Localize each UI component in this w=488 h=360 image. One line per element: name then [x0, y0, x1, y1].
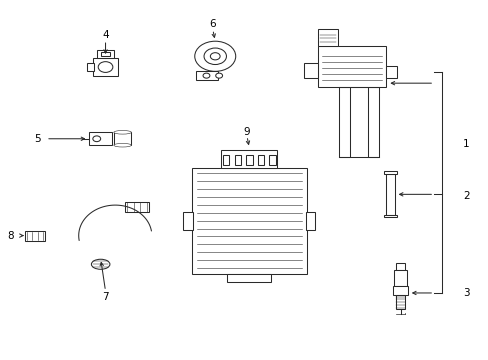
Bar — [101, 51, 110, 56]
Bar — [223, 155, 229, 166]
Bar — [24, 230, 45, 240]
Bar — [367, 87, 378, 157]
Text: 7: 7 — [102, 292, 109, 302]
Text: 1: 1 — [462, 139, 468, 149]
Bar — [245, 155, 252, 166]
Circle shape — [215, 73, 222, 78]
Bar — [269, 155, 275, 166]
Circle shape — [203, 73, 209, 78]
Text: 6: 6 — [209, 19, 216, 29]
Bar — [234, 155, 241, 166]
Bar — [114, 132, 131, 145]
Bar — [97, 50, 114, 58]
Bar — [125, 202, 149, 212]
Bar — [195, 71, 218, 80]
Circle shape — [203, 48, 226, 64]
Circle shape — [93, 136, 101, 141]
Bar — [257, 155, 264, 166]
Ellipse shape — [114, 143, 131, 147]
Bar — [305, 212, 315, 230]
Text: 8: 8 — [7, 231, 14, 240]
Bar — [192, 168, 306, 274]
Bar — [386, 174, 394, 215]
Text: 9: 9 — [243, 127, 250, 136]
Bar — [338, 87, 349, 157]
Bar — [87, 63, 94, 71]
Circle shape — [210, 53, 220, 60]
Bar — [93, 58, 118, 76]
Ellipse shape — [114, 131, 131, 134]
Bar — [384, 171, 396, 174]
Bar — [395, 295, 405, 309]
Text: 5: 5 — [34, 134, 41, 144]
Bar — [385, 66, 396, 78]
Bar — [317, 45, 385, 87]
Bar — [392, 286, 407, 295]
Bar — [304, 63, 317, 78]
Circle shape — [98, 62, 113, 72]
Text: 2: 2 — [462, 191, 468, 201]
Circle shape — [194, 41, 235, 71]
Text: 3: 3 — [462, 288, 468, 298]
Bar — [183, 212, 193, 230]
Bar — [395, 263, 405, 270]
Text: 4: 4 — [102, 30, 109, 40]
Bar — [227, 274, 271, 282]
Bar — [221, 150, 277, 168]
Bar — [384, 215, 396, 217]
Bar — [393, 270, 406, 286]
Bar — [317, 30, 337, 45]
Bar — [89, 132, 112, 145]
Ellipse shape — [91, 259, 110, 269]
